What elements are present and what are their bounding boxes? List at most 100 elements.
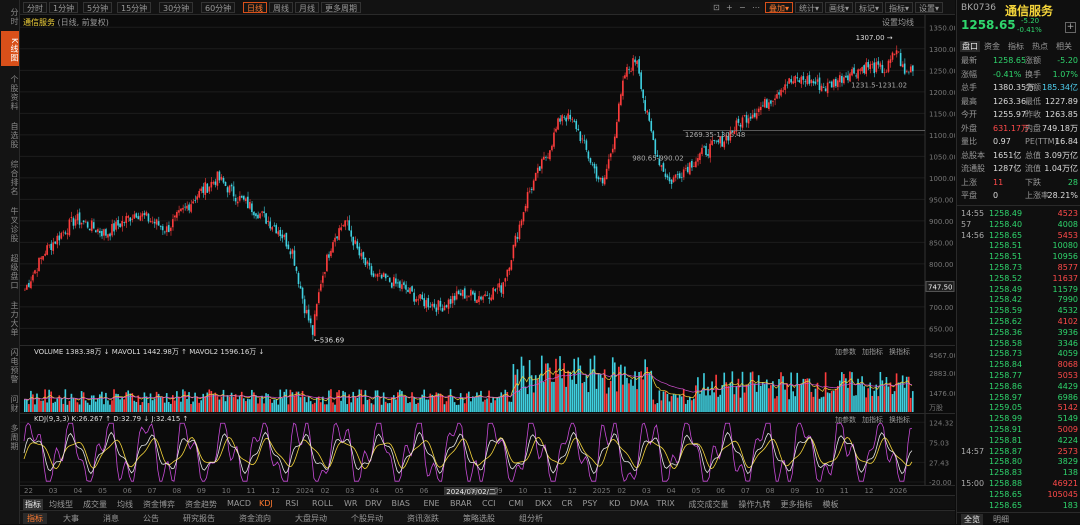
settings-ma-button[interactable]: 设置均线 [882,18,914,27]
volume-bar [782,376,784,412]
bottom-tab-8[interactable]: 资讯涨跌 [407,514,439,523]
quote-footer-tab-0[interactable]: 全览 [961,514,983,525]
vol-control-0[interactable]: 加参数 [835,348,856,356]
toolbar-icon-0[interactable]: ⊡ [710,2,723,13]
tick-price: 1258.49 [989,209,1023,218]
bottom-tab-4[interactable]: 研究报告 [183,514,215,523]
toolbar-right-4[interactable]: 指标▾ [885,2,914,13]
period-tab-5[interactable]: 60分钟 [201,2,236,13]
period-tab-3[interactable]: 15分钟 [117,2,152,13]
toolbar-right-0[interactable]: 叠加▾ [765,2,794,13]
indicator-tab-15[interactable]: CCI [482,499,496,508]
indicator-tab-5[interactable]: 资金趋势 [185,500,217,509]
indicator-tab-26[interactable]: 模板 [822,500,839,509]
indicator-tab-10[interactable]: WR [344,499,358,508]
kdj-panel[interactable]: 124.32 75.03 27.43 -20.00 KDJ(9,3,3) K:26.2… [20,413,955,487]
indicator-tab-22[interactable]: TRIX [656,499,675,508]
indicator-tab-18[interactable]: CR [561,499,573,508]
bottom-tab-6[interactable]: 大盘异动 [295,514,327,523]
indicator-tab-14[interactable]: BRAR [450,499,472,508]
rail-item-6[interactable]: 超级盘口 [10,253,19,290]
indicator-tab-11[interactable]: DRV [365,499,382,508]
indicator-tab-12[interactable]: BIAS [391,499,410,508]
rail-item-8[interactable]: 闪电预警 [10,347,19,384]
period-tab-7[interactable]: 周线 [269,2,293,13]
quote-tab-0[interactable]: 盘口 [960,41,980,52]
candle-body [338,228,340,240]
volume-bar [50,391,52,412]
candle-body [603,177,606,185]
indicator-tab-3[interactable]: 均线 [117,500,133,509]
bottom-tab-3[interactable]: 公告 [143,514,159,523]
rail-item-4[interactable]: 综合排名 [10,159,19,196]
rail-item-5[interactable]: 牛叉诊股 [10,206,19,243]
indicator-tab-8[interactable]: RSI [285,499,299,508]
bottom-tab-7[interactable]: 个股异动 [351,514,383,523]
candle-body [488,297,490,299]
bottom-tab-1[interactable]: 大事 [63,514,79,523]
rail-item-9[interactable]: 问财 [10,394,19,413]
candle-body [881,64,884,73]
rail-item-3[interactable]: 自选股 [10,121,19,149]
period-tab-8[interactable]: 月线 [295,2,319,13]
vol-control-2[interactable]: 换指标 [889,348,910,356]
rail-item-7[interactable]: 主力大单 [10,300,19,337]
kdj-control-1[interactable]: 加指标 [862,416,883,424]
toolbar-right-3[interactable]: 标记▾ [855,2,884,13]
indicator-tab-1[interactable]: 均线型 [49,500,73,509]
toolbar-icon-3[interactable]: ⋯ [749,2,763,13]
candle-body [186,205,188,209]
bottom-tab-10[interactable]: 组分析 [519,514,543,523]
indicator-tab-24[interactable]: 操作九转 [738,500,771,509]
toolbar-right-5[interactable]: 设置▾ [915,2,944,13]
rail-item-0[interactable]: 分时 [10,7,19,26]
kdj-control-2[interactable]: 换指标 [889,416,910,424]
indicator-tab-0[interactable]: 指标 [23,499,43,510]
kdj-control-0[interactable]: 加参数 [835,416,856,424]
indicator-tab-21[interactable]: DMA [630,499,649,508]
volume-panel[interactable]: 4567.00 2883.00 1476.00 万股 VOLUME 1383.38万 … [20,345,958,414]
candle-body [220,176,223,180]
indicator-tab-17[interactable]: DKX [535,499,552,508]
rail-item-2[interactable]: 个股资料 [10,74,19,111]
indicator-tab-20[interactable]: KD [609,499,621,508]
period-tab-2[interactable]: 5分钟 [83,2,113,13]
indicator-tab-19[interactable]: PSY [582,499,598,508]
bottom-tab-5[interactable]: 资金流向 [239,514,271,523]
toolbar-icon-2[interactable]: − [736,2,749,13]
toolbar-right-2[interactable]: 画线▾ [825,2,854,13]
tick-volume: 4429 [1057,381,1078,391]
indicator-tab-4[interactable]: 资金博弈 [143,500,175,509]
quote-tab-4[interactable]: 相关 [1056,42,1072,51]
candle-body [283,234,286,238]
candle-body [26,285,28,290]
quote-tab-1[interactable]: 资金 [984,42,1000,51]
toolbar-icon-1[interactable]: + [723,2,736,13]
indicator-tab-13[interactable]: ENE [423,499,440,508]
kline-chart[interactable]: 1350.00 1300.00 1250.00 1200.00 1150.00 1100.… [20,15,958,345]
indicator-tab-6[interactable]: MACD [227,499,251,508]
indicator-tab-9[interactable]: ROLL [312,499,333,508]
indicator-tab-16[interactable]: CMI [508,499,524,508]
period-tab-1[interactable]: 1分钟 [49,2,79,13]
quote-footer-tab-1[interactable]: 明细 [993,515,1009,524]
bottom-tab-2[interactable]: 消息 [103,514,119,523]
volume-bar [356,398,359,412]
add-watchlist-button[interactable]: + [1065,22,1076,33]
period-tab-9[interactable]: 更多周期 [321,2,361,13]
period-tab-6[interactable]: 日线 [243,2,267,13]
period-tab-0[interactable]: 分时 [23,2,47,13]
period-tab-4[interactable]: 30分钟 [159,2,194,13]
rail-item-10[interactable]: 多周期 [10,423,19,451]
indicator-tab-23[interactable]: 成交成交量 [688,500,729,509]
rail-item-1[interactable]: K线图 [1,31,19,66]
indicator-tab-7[interactable]: KDJ [259,499,273,508]
bottom-tab-9[interactable]: 策略选股 [463,514,495,523]
quote-tab-3[interactable]: 热点 [1032,42,1048,51]
toolbar-right-1[interactable]: 统计▾ [795,2,824,13]
quote-tab-2[interactable]: 指标 [1008,42,1024,51]
indicator-tab-25[interactable]: 更多指标 [780,500,813,509]
vol-control-1[interactable]: 加指标 [862,348,883,356]
indicator-tab-2[interactable]: 成交量 [83,500,107,509]
bottom-tab-0[interactable]: 指标 [23,513,47,524]
